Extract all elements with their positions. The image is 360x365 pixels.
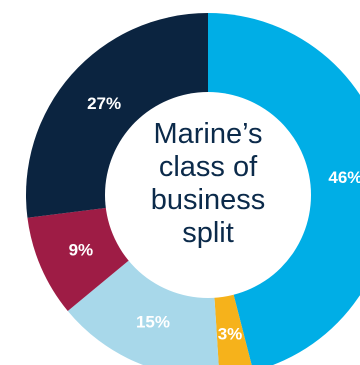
slice-label-1: 46%	[328, 168, 360, 187]
slice-label-2: 3%	[218, 324, 243, 343]
slice-label-4: 9%	[69, 241, 94, 260]
donut-slice-2	[208, 195, 252, 365]
donut-hole	[105, 92, 311, 298]
chart-title-line-4: split	[182, 217, 234, 249]
slice-labels: 46% 3% 15% 9% 27%	[69, 94, 360, 343]
chart-title-line-2: class of	[158, 151, 258, 183]
slice-label-3: 15%	[136, 313, 170, 332]
chart-title-line-1: Marine’s	[153, 118, 263, 150]
chart-title-line-3: business	[150, 184, 266, 216]
chart-title: Marine’s class of business split	[118, 118, 298, 250]
slice-label-5: 27%	[87, 94, 121, 113]
